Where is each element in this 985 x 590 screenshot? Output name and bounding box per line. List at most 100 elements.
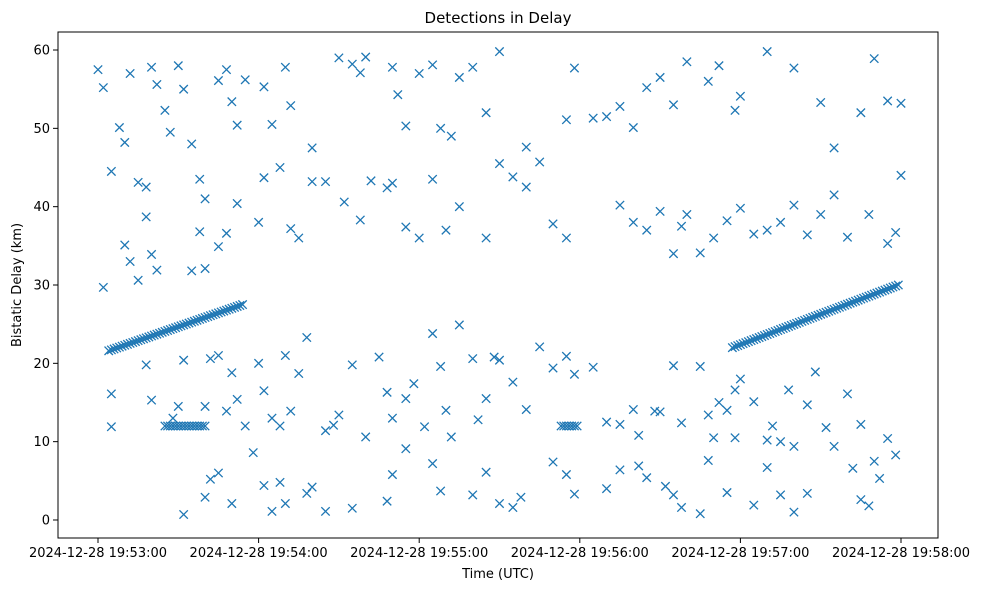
data-point [146, 62, 157, 72]
data-point [128, 337, 138, 348]
data-point [286, 223, 296, 234]
data-point [762, 329, 772, 340]
data-point [730, 433, 740, 443]
data-point [628, 217, 638, 227]
data-point [762, 435, 772, 445]
data-point [759, 330, 770, 341]
x-tick-label: 2024-12-28 19:57:00 [671, 546, 809, 561]
data-point [714, 397, 724, 408]
data-point [481, 233, 491, 243]
data-point [197, 313, 208, 324]
data-point [802, 400, 812, 410]
data-point [146, 249, 157, 260]
data-point [634, 430, 644, 441]
data-point [125, 338, 135, 349]
data-point [797, 316, 807, 327]
data-point [109, 344, 119, 354]
data-point [117, 341, 127, 351]
data-point [548, 219, 558, 229]
data-point [141, 360, 151, 370]
data-point [842, 299, 853, 309]
data-point [893, 280, 903, 290]
data-point [235, 300, 245, 311]
data-point [446, 131, 456, 141]
data-point [152, 265, 162, 275]
x-tick-label: 2024-12-28 19:58:00 [832, 546, 970, 561]
data-point [435, 123, 446, 134]
data-point [874, 287, 885, 297]
data-point [588, 113, 598, 123]
data-point [205, 353, 216, 364]
y-tick-label: 40 [33, 200, 50, 215]
data-point [259, 173, 269, 183]
data-point [189, 316, 200, 326]
y-tick-label: 30 [33, 279, 50, 294]
data-point [634, 461, 644, 471]
data-point [414, 233, 424, 243]
data-point [187, 266, 197, 276]
data-point [173, 401, 183, 412]
data-point [735, 203, 746, 213]
data-point [534, 342, 545, 352]
data-point [890, 227, 901, 238]
data-point [280, 62, 291, 72]
data-point [387, 178, 398, 188]
data-point [160, 326, 170, 337]
data-point [112, 343, 122, 353]
data-point [703, 410, 713, 420]
data-point [213, 350, 224, 361]
data-point [187, 139, 197, 149]
data-point [219, 306, 229, 316]
data-point [789, 63, 799, 73]
data-point [829, 190, 839, 200]
data-point [205, 474, 216, 484]
data-point [789, 319, 799, 330]
data-point [890, 450, 901, 460]
data-point [762, 225, 772, 235]
data-point [286, 406, 296, 416]
data-point [534, 157, 545, 167]
data-point [561, 233, 572, 243]
data-point [569, 63, 580, 73]
data-point [791, 318, 802, 329]
data-point [773, 325, 783, 336]
y-tick-label: 60 [33, 44, 50, 59]
data-point [138, 334, 149, 344]
data-point [165, 127, 175, 137]
data-point [366, 176, 376, 186]
data-point [106, 389, 117, 399]
data-point [160, 105, 170, 115]
data-point [200, 401, 210, 412]
data-point [735, 374, 746, 384]
data-point [741, 337, 751, 348]
data-point [826, 305, 837, 315]
data-point [454, 320, 465, 330]
data-point [856, 494, 866, 505]
data-point [98, 82, 109, 93]
data-point [178, 320, 189, 330]
data-point [259, 82, 269, 92]
data-point [703, 76, 713, 87]
data-point [676, 502, 687, 513]
data-point [802, 314, 812, 325]
data-point [387, 413, 398, 423]
x-axis: 2024-12-28 19:53:00 2024-12-28 19:54:00 20… [29, 538, 970, 561]
data-point [286, 100, 296, 111]
data-point [409, 379, 419, 389]
data-point [821, 307, 831, 317]
data-point [133, 177, 143, 188]
data-point [775, 490, 786, 500]
data-point [227, 368, 237, 378]
data-point [615, 465, 625, 475]
data-point [197, 421, 208, 431]
data-point [850, 296, 861, 306]
data-point [144, 332, 154, 342]
data-point [275, 162, 285, 173]
data-point [668, 490, 679, 500]
data-point [98, 282, 109, 293]
y-axis: 0 10 20 30 40 50 60 [33, 44, 58, 528]
data-point [441, 225, 451, 235]
data-point [253, 358, 264, 368]
data-point [213, 468, 224, 478]
